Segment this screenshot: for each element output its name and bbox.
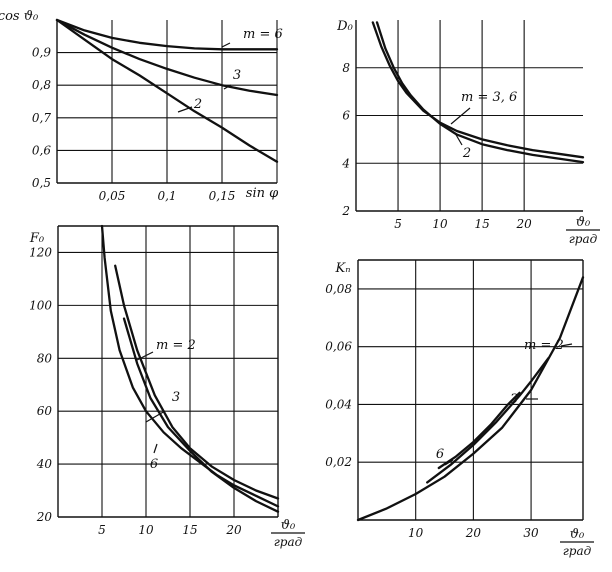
x-axis-label: sin φ bbox=[246, 186, 279, 201]
series-label: 3 bbox=[233, 68, 241, 83]
series-label: 2 bbox=[193, 97, 202, 112]
y-axis-label: cos ϑ₀ bbox=[0, 9, 39, 24]
y-tick-label: 0,8 bbox=[32, 78, 51, 92]
x-tick-label: 30 bbox=[523, 526, 539, 540]
y-tick-label: 0,5 bbox=[32, 176, 51, 190]
y-tick-label: 0,7 bbox=[32, 111, 51, 125]
series-label-leader bbox=[450, 107, 471, 125]
x-tick-label: 0,15 bbox=[209, 189, 236, 203]
series-line bbox=[114, 264, 280, 500]
chart-D0: 5 10 15 20 2 4 6 8 D₀ ϑ₀ град m = 3, 6 2 bbox=[336, 19, 600, 246]
y-axis-label: D₀ bbox=[336, 19, 353, 34]
series-label: 3 bbox=[172, 390, 180, 405]
x-tick-label: 5 bbox=[394, 217, 402, 231]
series-line bbox=[426, 357, 550, 484]
series-line bbox=[122, 317, 280, 513]
x-axis-unit: град bbox=[569, 232, 598, 246]
series-line bbox=[100, 224, 280, 508]
x-tick-label: 10 bbox=[432, 217, 448, 231]
series-label-leader bbox=[177, 106, 193, 113]
y-tick-label: 100 bbox=[29, 298, 52, 312]
x-tick-label: 0,1 bbox=[157, 189, 176, 203]
series-label: m = 2 bbox=[524, 338, 564, 353]
x-tick-label: 20 bbox=[465, 526, 482, 540]
series-label: 6 bbox=[436, 447, 444, 462]
series-label-leader bbox=[136, 351, 154, 361]
series-label-leader bbox=[454, 132, 463, 146]
y-tick-label: 0,06 bbox=[325, 340, 352, 354]
y-tick-label: 0,6 bbox=[32, 143, 51, 157]
chart-cos-theta: 0,05 0,1 0,15 0,5 0,6 0,7 0,8 0,9 cos ϑ₀ sin φ m =… bbox=[0, 9, 283, 203]
y-tick-label: 6 bbox=[342, 109, 350, 123]
series-label: 2 bbox=[462, 146, 471, 161]
series-line bbox=[356, 276, 585, 522]
series-label: m = 2 bbox=[156, 338, 196, 353]
y-tick-label: 80 bbox=[37, 351, 53, 365]
x-tick-label: 15 bbox=[474, 217, 489, 231]
x-tick-label: 10 bbox=[408, 526, 424, 540]
x-tick-label: 20 bbox=[225, 523, 242, 537]
y-tick-label: 0,9 bbox=[32, 46, 51, 60]
y-axis-label: Kₙ bbox=[335, 261, 351, 276]
series-label-leader bbox=[444, 459, 454, 466]
x-tick-label: 15 bbox=[182, 523, 197, 537]
x-tick-label: 20 bbox=[516, 217, 533, 231]
y-tick-label: 40 bbox=[36, 457, 53, 471]
series-label-leader bbox=[221, 42, 231, 48]
series-line bbox=[55, 18, 279, 97]
series-line bbox=[437, 391, 521, 470]
x-axis-unit: град bbox=[274, 535, 303, 549]
y-tick-label: 120 bbox=[29, 245, 52, 259]
x-axis-label: ϑ₀ bbox=[281, 518, 296, 533]
series-line bbox=[375, 21, 585, 164]
y-tick-label: 8 bbox=[342, 61, 350, 75]
x-tick-label: 5 bbox=[98, 523, 106, 537]
series-label-leader bbox=[145, 410, 166, 423]
y-axis-label: F₀ bbox=[29, 231, 45, 246]
series-label: 6 bbox=[150, 457, 158, 472]
x-tick-label: 0,05 bbox=[99, 189, 126, 203]
series-line bbox=[55, 18, 279, 51]
series-line bbox=[55, 18, 279, 163]
x-axis-unit: град bbox=[563, 544, 592, 558]
series-label: m = 3, 6 bbox=[461, 90, 517, 105]
series-label: m = 6 bbox=[243, 27, 283, 42]
x-axis-label: ϑ₀ bbox=[576, 215, 591, 230]
y-tick-label: 2 bbox=[341, 204, 350, 218]
y-tick-label: 0,02 bbox=[325, 455, 352, 469]
x-axis-label: ϑ₀ bbox=[570, 527, 585, 542]
series-label-leader bbox=[560, 343, 573, 347]
y-tick-label: 60 bbox=[37, 404, 53, 418]
y-tick-label: 4 bbox=[341, 156, 350, 170]
x-tick-label: 10 bbox=[138, 523, 154, 537]
y-tick-label: 0,04 bbox=[325, 397, 352, 411]
y-tick-label: 20 bbox=[36, 510, 53, 524]
series-label-leader bbox=[153, 443, 158, 454]
y-tick-label: 0,08 bbox=[325, 282, 352, 296]
series-label-leader bbox=[223, 84, 232, 90]
